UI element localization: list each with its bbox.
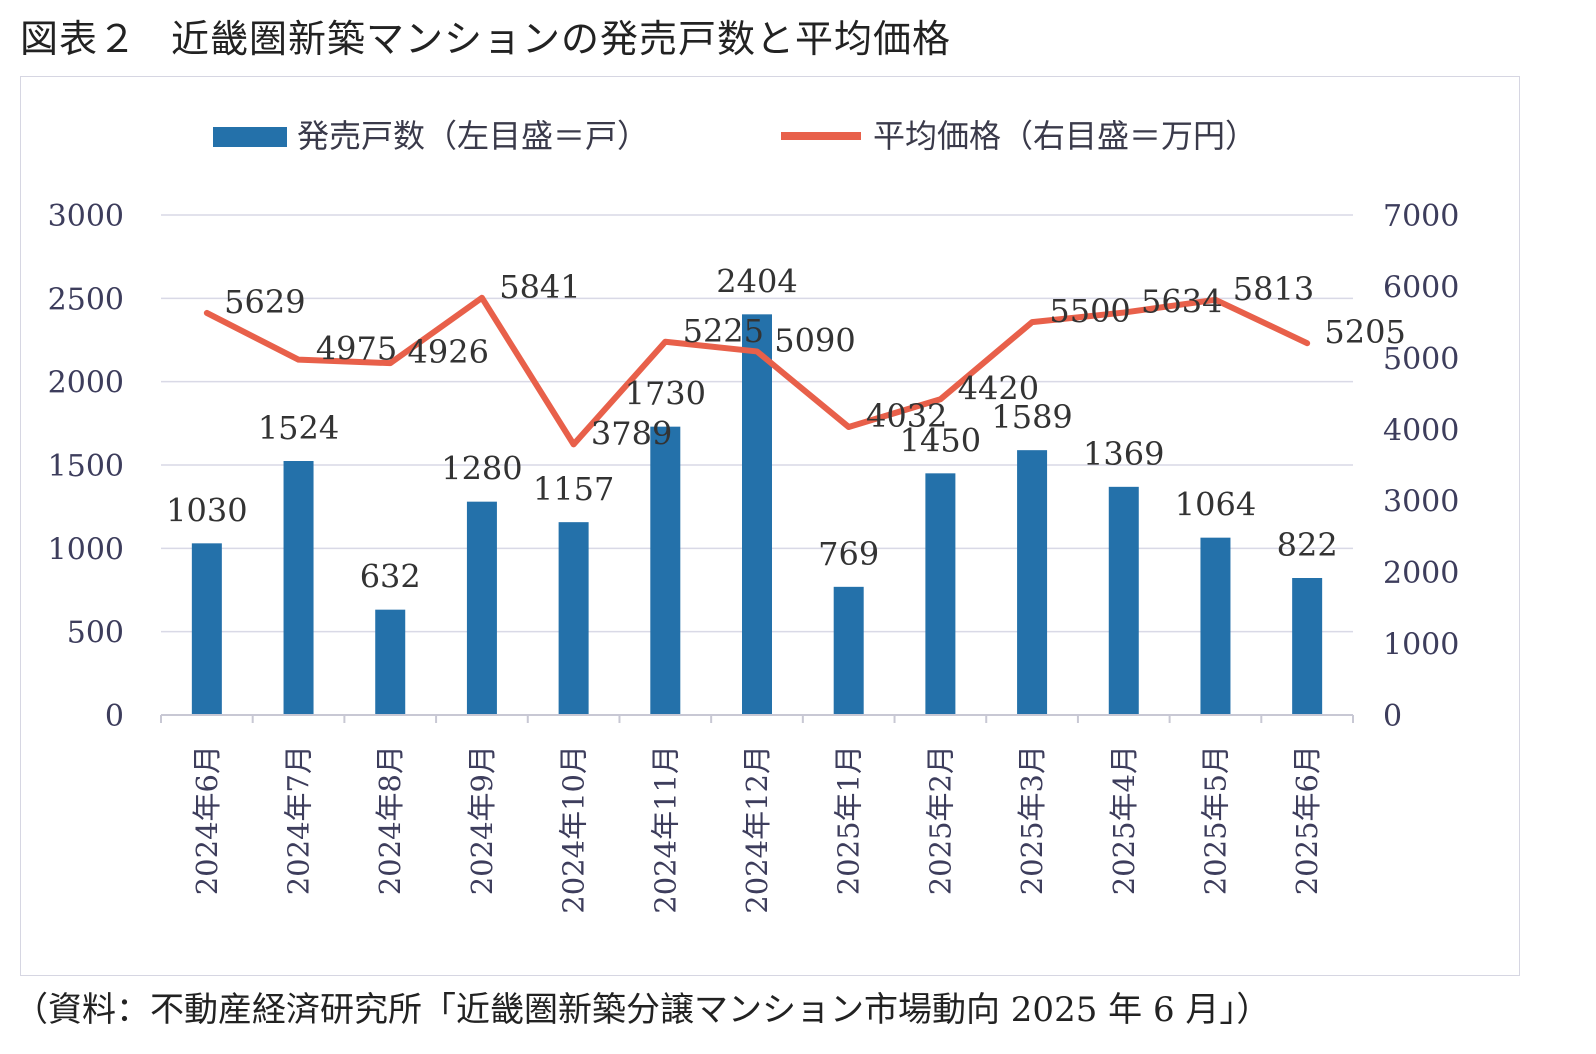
y-right-tick-label: 6000 [1383,270,1459,305]
line-value-label: 5813 [1233,270,1314,308]
bar-value-label: 1280 [441,450,522,488]
line-value-label: 5500 [1049,292,1130,330]
bar [742,314,772,715]
bar-series [191,314,1323,715]
source-note: （資料：不動産経済研究所「近畿圏新築分譲マンション市場動向 2025 年 6 月… [14,990,1271,1030]
y-left-tick-label: 500 [67,616,124,651]
line-value-label: 5841 [499,268,580,306]
y-right-tick-label: 2000 [1383,556,1459,591]
bar-value-label: 2404 [716,262,797,300]
legend-line-swatch [781,132,861,140]
bar-value-label: 1157 [533,470,614,508]
bar [1017,450,1048,715]
x-tick-label: 2024年12月 [740,745,774,914]
bar [650,426,681,715]
bar-value-label: 769 [818,535,879,573]
y-left-tick-label: 1500 [48,449,124,484]
chart-frame: 1030 1524 632 1280 1157 1730 2404 769 1450 1589 13… [20,76,1520,976]
bar-value-label: 1730 [625,375,706,413]
y-left-tick-label: 2500 [48,282,124,317]
bar [833,586,864,715]
bar-value-label: 1589 [991,398,1072,436]
y-right-tick-label: 0 [1383,699,1402,734]
line-value-label: 4420 [958,369,1039,407]
x-tick-label: 2024年7月 [282,745,316,895]
x-tick-label: 2024年11月 [648,745,682,914]
bar [466,501,497,715]
line-value-label: 5225 [683,312,764,350]
x-tick-label: 2025年4月 [1107,745,1141,895]
line-value-label: 4975 [316,330,397,368]
x-tick-label: 2024年10月 [557,745,591,914]
x-tick-label: 2025年2月 [923,745,957,895]
bar [375,609,406,715]
y-left-tick-label: 2000 [48,366,124,401]
line-value-label: 5090 [774,321,855,359]
legend-bar-label: 発売戸数（左目盛＝戸） [297,117,649,155]
bar [191,543,222,715]
x-tick-label: 2025年3月 [1015,745,1049,895]
y-right-tick-label: 4000 [1383,413,1459,448]
bar-value-label: 822 [1277,526,1338,564]
line-value-label: 5629 [224,283,305,321]
y-right-tick-label: 5000 [1383,342,1459,377]
bar [1200,537,1231,715]
bar-value-label: 1030 [166,491,247,529]
legend-bar-swatch [213,127,287,147]
x-tick-label: 2025年1月 [832,745,866,895]
x-tick-label: 2024年8月 [373,745,407,895]
bar-value-label: 1450 [900,421,981,459]
y-right-tick-label: 7000 [1383,199,1459,234]
line-value-label: 3789 [591,414,672,452]
figure-title-text: 近畿圏新築マンションの発売戸数と平均価格 [171,17,952,61]
bar-value-label: 1064 [1175,486,1256,524]
legend-line-label: 平均価格（右目盛＝万円） [873,117,1257,155]
figure-title: 図表２ 近畿圏新築マンションの発売戸数と平均価格 [20,8,951,63]
data-labels: 1030 1524 632 1280 1157 1730 2404 769 1450 1589 13… [166,262,1406,595]
x-tick-label: 2024年9月 [465,745,499,895]
x-tick-label: 2025年6月 [1290,745,1324,895]
y-left-tick-label: 1000 [48,532,124,567]
line-series [203,294,1311,448]
legend: 発売戸数（左目盛＝戸） 平均価格（右目盛＝万円） [213,117,1257,155]
line-value-label: 4926 [408,333,489,371]
axes: 0 500 1000 1500 2000 2500 3000 0 1000 2000 3000 400… [48,199,1460,914]
combo-chart: 1030 1524 632 1280 1157 1730 2404 769 1450 1589 13… [48,117,1460,914]
bar [1292,578,1323,715]
y-left-tick-label: 3000 [48,199,124,234]
y-right-tick-label: 1000 [1383,628,1459,663]
line-value-label: 5205 [1324,313,1405,351]
x-tick-label: 2025年5月 [1198,745,1232,895]
y-left-tick-label: 0 [105,699,124,734]
bar [925,473,956,715]
line-value-label: 5634 [1141,283,1222,321]
x-tick-label: 2024年6月 [190,745,224,895]
figure-label: 図表２ [20,17,138,61]
bar [558,522,589,715]
bar-value-label: 1524 [258,409,339,447]
bar [283,461,314,715]
bar-value-label: 632 [360,558,421,596]
y-right-tick-label: 3000 [1383,485,1459,520]
bar-value-label: 1369 [1083,435,1164,473]
line-value-label: 4032 [866,397,947,435]
bar [1108,486,1139,715]
